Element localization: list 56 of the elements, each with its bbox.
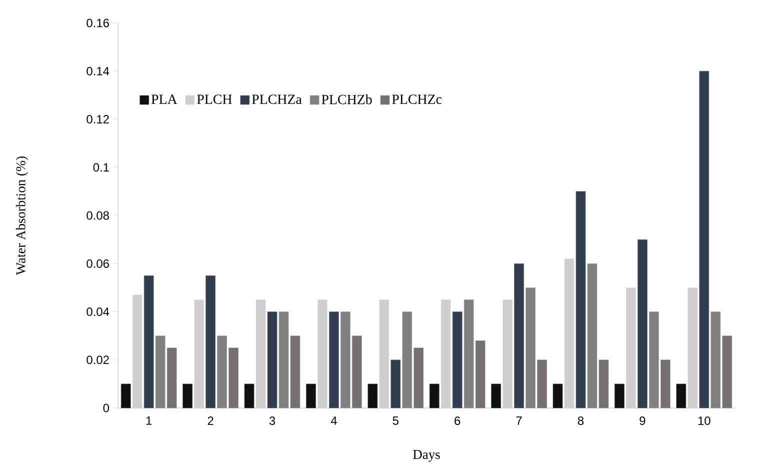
bar [564, 258, 574, 408]
x-tick-label: 5 [392, 416, 398, 425]
x-tick-label: 3 [269, 416, 276, 425]
x-tick-label: 4 [330, 416, 337, 425]
bar [306, 384, 316, 408]
y-tick-label: 0 [103, 404, 110, 412]
x-tick-label: 6 [454, 416, 460, 425]
x-tick-label: 2 [208, 416, 214, 425]
legend-label: PLCHZb [322, 94, 372, 104]
bar [638, 239, 648, 408]
bar [318, 300, 328, 408]
legend-label: PLCHZc [392, 94, 442, 104]
bar [626, 288, 636, 408]
legend-label: PLCH [197, 94, 232, 104]
bar [120, 384, 131, 408]
bar [440, 300, 451, 408]
bar [132, 294, 142, 408]
x-tick-label: 9 [640, 416, 646, 425]
y-tick-label: 0.06 [86, 259, 109, 268]
x-tick-label: 8 [578, 416, 584, 425]
bar [502, 300, 512, 408]
y-tick-label: 0.1 [93, 163, 109, 172]
bar [256, 300, 266, 408]
bar [552, 384, 563, 408]
y-tick-label: 0.12 [86, 115, 109, 124]
bar [491, 384, 501, 408]
bar [194, 300, 204, 408]
x-axis-title: Days [413, 450, 440, 462]
bar [379, 300, 390, 408]
bar [329, 312, 339, 408]
bar [614, 384, 624, 408]
y-axis-title: Water Absorbtion (%) [16, 156, 28, 276]
bar [144, 276, 154, 408]
bar [429, 384, 440, 408]
bar [390, 360, 401, 408]
bar [514, 263, 524, 408]
y-tick-label: 0.16 [86, 18, 109, 28]
bar [368, 384, 378, 408]
bar [244, 384, 254, 408]
x-tick-label: 10 [698, 416, 710, 425]
bar [452, 312, 462, 408]
legend-label: PLA [151, 94, 178, 104]
bar [688, 288, 698, 408]
x-tick-label: 1 [146, 416, 152, 425]
y-tick-label: 0.04 [86, 308, 110, 316]
bar [699, 70, 710, 408]
x-tick-label: 7 [516, 416, 522, 425]
y-tick-label: 0.14 [86, 66, 110, 76]
y-tick-label: 0.08 [86, 211, 109, 220]
bar [576, 191, 586, 408]
legend-label: PLCHZa [252, 94, 302, 104]
bar [182, 384, 192, 408]
bar [676, 384, 686, 408]
bar [267, 312, 278, 408]
y-tick-label: 0.02 [86, 356, 109, 364]
bar [206, 276, 216, 408]
